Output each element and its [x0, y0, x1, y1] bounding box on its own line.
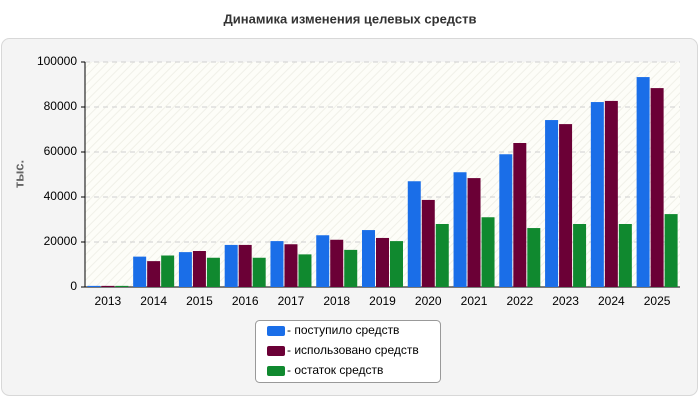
- bar: [298, 254, 312, 287]
- bar: [224, 244, 238, 287]
- bar: [499, 154, 513, 287]
- bar: [604, 100, 618, 287]
- bar: [192, 251, 206, 287]
- bar: [618, 224, 632, 287]
- x-tick-label: 2017: [278, 294, 305, 308]
- bar: [559, 124, 573, 287]
- x-tick-label: 2022: [506, 294, 533, 308]
- bar: [664, 214, 678, 287]
- bar: [133, 256, 147, 287]
- x-tick-label: 2019: [369, 294, 396, 308]
- x-tick-label: 2020: [415, 294, 442, 308]
- bar: [161, 255, 175, 287]
- legend-swatch: [267, 366, 285, 376]
- bar: [330, 239, 344, 287]
- bar: [435, 224, 449, 287]
- chart-title: Динамика изменения целевых средств: [224, 11, 477, 26]
- x-tick-label: 2024: [598, 294, 625, 308]
- legend-label: - использовано средств: [287, 343, 419, 357]
- bar: [101, 285, 115, 287]
- y-tick-label: 80000: [44, 99, 78, 113]
- legend-swatch: [267, 346, 285, 356]
- legend-label: - остаток средств: [287, 363, 383, 377]
- y-tick-label: 0: [70, 279, 77, 293]
- bar: [390, 241, 403, 287]
- x-tick-label: 2014: [140, 294, 167, 308]
- bar: [513, 143, 527, 287]
- y-tick-label: 20000: [44, 234, 78, 248]
- legend-swatch: [267, 326, 285, 336]
- x-tick-label: 2016: [232, 294, 259, 308]
- bar: [178, 252, 192, 287]
- bar: [590, 102, 604, 287]
- bar: [115, 285, 129, 287]
- x-tick-label: 2013: [95, 294, 122, 308]
- bar: [545, 120, 559, 287]
- y-tick-label: 100000: [37, 54, 77, 68]
- bar: [87, 285, 101, 287]
- bar: [147, 261, 161, 287]
- bar: [421, 199, 435, 287]
- legend-label: - поступило средств: [287, 323, 399, 337]
- bar: [467, 178, 481, 287]
- bar: [206, 257, 220, 287]
- bar: [252, 257, 266, 287]
- bar: [527, 228, 541, 287]
- bar: [284, 244, 298, 287]
- bar: [650, 88, 664, 287]
- y-tick-label: 40000: [44, 189, 78, 203]
- bar: [573, 224, 587, 287]
- bar: [376, 237, 389, 287]
- bar: [270, 241, 284, 287]
- bar: [362, 230, 375, 287]
- bar: [238, 244, 252, 287]
- x-tick-label: 2015: [186, 294, 213, 308]
- legend-box: [255, 320, 441, 383]
- x-tick-label: 2018: [323, 294, 350, 308]
- bar: [316, 235, 330, 287]
- y-tick-label: 60000: [44, 144, 78, 158]
- y-axis-label: тыс.: [11, 160, 26, 188]
- x-tick-label: 2023: [552, 294, 579, 308]
- bar: [407, 181, 421, 287]
- bar: [453, 172, 467, 287]
- bar: [481, 217, 495, 287]
- x-tick-label: 2021: [461, 294, 488, 308]
- x-tick-label: 2025: [644, 294, 671, 308]
- bar: [636, 77, 650, 287]
- bar: [344, 249, 358, 287]
